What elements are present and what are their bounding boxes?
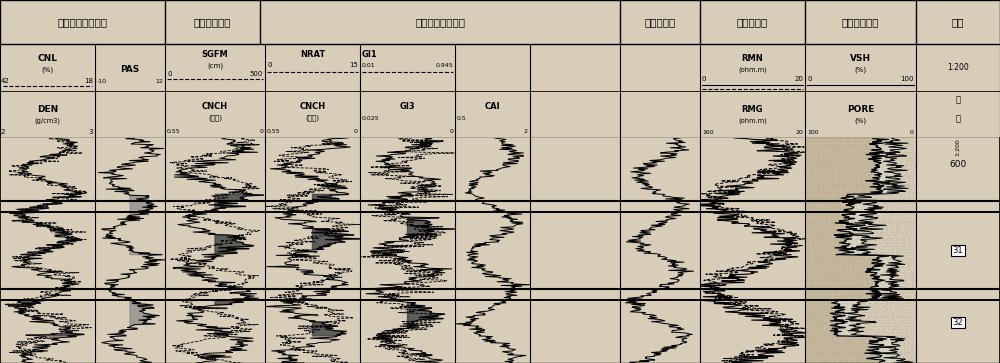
Text: CNL: CNL	[38, 54, 58, 63]
Text: VSH: VSH	[850, 54, 871, 63]
Text: 20: 20	[794, 77, 803, 82]
Text: 论: 论	[956, 115, 960, 123]
Text: 42: 42	[1, 78, 10, 84]
Text: 0.025: 0.025	[362, 116, 380, 121]
Text: 岩性体积分析: 岩性体积分析	[842, 17, 879, 27]
Text: 钙指示曲线: 钙指示曲线	[644, 17, 676, 27]
Text: 1:200: 1:200	[947, 63, 969, 72]
Text: CNCH: CNCH	[299, 102, 326, 111]
Text: 100: 100	[807, 130, 819, 135]
Text: 0.01: 0.01	[362, 63, 376, 68]
Text: 2: 2	[1, 129, 5, 135]
Text: (%): (%)	[854, 118, 867, 124]
Text: 100: 100	[900, 77, 914, 82]
Text: 结: 结	[956, 96, 960, 105]
Text: 0.55: 0.55	[167, 129, 181, 134]
Text: 600: 600	[949, 160, 967, 170]
Text: 深度: 深度	[952, 17, 964, 27]
Text: (%): (%)	[854, 67, 867, 73]
Text: (十炮): (十炮)	[208, 115, 222, 122]
Text: 31: 31	[953, 246, 963, 255]
Text: 0: 0	[354, 129, 358, 134]
Text: 0: 0	[267, 62, 272, 68]
Text: 0.945: 0.945	[435, 63, 453, 68]
Text: 气层指示综合曲线: 气层指示综合曲线	[415, 17, 465, 27]
Text: 微电极曲线: 微电极曲线	[737, 17, 768, 27]
Text: RMG: RMG	[742, 105, 763, 114]
Text: 32: 32	[953, 318, 963, 327]
Text: 15: 15	[349, 62, 358, 68]
Text: 0.5: 0.5	[457, 116, 467, 121]
Text: SGFM: SGFM	[202, 50, 228, 60]
Text: 0: 0	[167, 71, 172, 77]
Text: DEN: DEN	[37, 105, 58, 114]
Text: 160: 160	[702, 130, 714, 135]
Text: GI3: GI3	[400, 102, 415, 111]
Text: 12: 12	[155, 79, 163, 84]
Text: (%): (%)	[41, 67, 54, 73]
Text: 3: 3	[88, 129, 93, 135]
Text: 0: 0	[807, 77, 812, 82]
Text: (ohm.m): (ohm.m)	[738, 118, 767, 124]
Text: -10: -10	[97, 79, 107, 84]
Text: RMN: RMN	[742, 54, 763, 63]
Text: PAS: PAS	[120, 65, 140, 74]
Text: 0.55: 0.55	[267, 129, 281, 134]
Text: GI1: GI1	[362, 50, 378, 60]
Text: PORE: PORE	[847, 105, 874, 114]
Text: 0: 0	[910, 130, 914, 135]
Text: 气层指示参数: 气层指示参数	[194, 17, 231, 27]
Text: (ohm.m): (ohm.m)	[738, 67, 767, 73]
Text: 0: 0	[702, 77, 706, 82]
Text: 0: 0	[259, 129, 263, 134]
Text: 2: 2	[524, 129, 528, 134]
Text: 三孔隙度指示曲线: 三孔隙度指示曲线	[58, 17, 108, 27]
Text: 20: 20	[795, 130, 803, 135]
Text: CAI: CAI	[485, 102, 500, 111]
Text: 500: 500	[250, 71, 263, 77]
Text: (小炮): (小炮)	[306, 115, 320, 122]
Text: NRAT: NRAT	[300, 50, 325, 60]
Text: 0: 0	[449, 129, 453, 134]
Text: (cm): (cm)	[207, 62, 223, 69]
Text: (g/cm3): (g/cm3)	[34, 118, 60, 124]
Text: CNCH: CNCH	[202, 102, 228, 111]
Text: 1:200: 1:200	[956, 138, 960, 156]
Text: 18: 18	[84, 78, 93, 84]
